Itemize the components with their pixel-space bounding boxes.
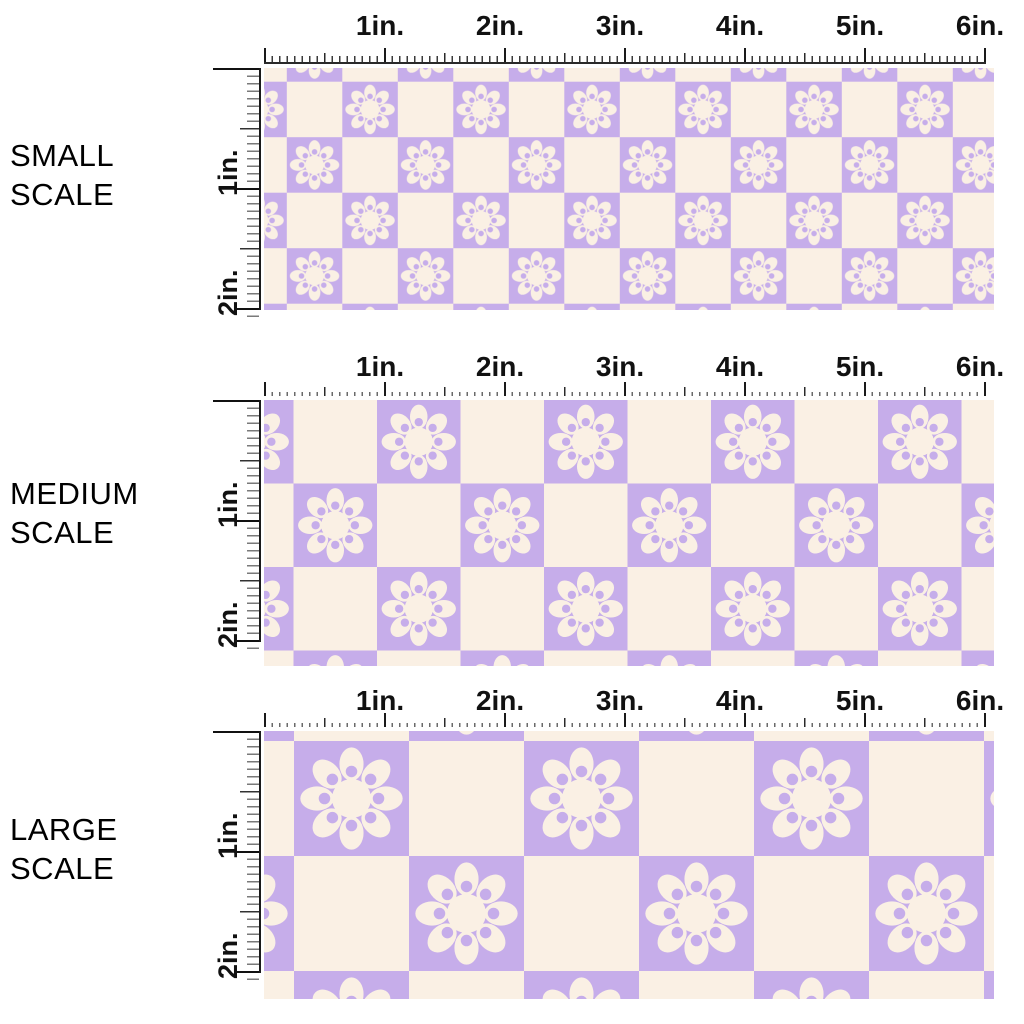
horizontal-ruler xyxy=(264,380,986,396)
ruler-zero-mark xyxy=(213,68,259,70)
horizontal-ruler xyxy=(264,711,986,727)
ruler-inch-label: 2in. xyxy=(475,10,525,41)
ruler-inch-label: 2in. xyxy=(475,685,525,716)
ruler-zero-mark xyxy=(213,400,259,402)
scale-label-line1: SMALL xyxy=(10,138,115,173)
ruler-inch-ticks xyxy=(264,713,986,727)
ruler-side-label: 1in. xyxy=(213,812,243,859)
scale-label: MEDIUM SCALE xyxy=(10,474,139,552)
scale-label: LARGE SCALE xyxy=(10,810,118,888)
ruler-inch-ticks xyxy=(234,400,259,642)
fabric-swatch-medium xyxy=(264,400,994,666)
ruler-inch-label: 4in. xyxy=(715,351,765,382)
ruler-inch-label: 1in. xyxy=(355,685,405,716)
ruler-inch-ticks xyxy=(234,731,259,973)
ruler-side-label: 2in. xyxy=(213,932,243,979)
ruler-inch-ticks xyxy=(264,48,986,62)
horizontal-ruler xyxy=(264,48,986,64)
fabric-swatch-large xyxy=(264,731,994,999)
ruler-inch-ticks xyxy=(264,382,986,396)
scale-label-line2: SCALE xyxy=(10,177,115,212)
ruler-inch-label: 2in. xyxy=(475,351,525,382)
ruler-inch-label: 6in. xyxy=(955,685,1005,716)
ruler-inch-label: 6in. xyxy=(955,351,1005,382)
ruler-baseline xyxy=(259,400,261,642)
scale-label: SMALL SCALE xyxy=(10,136,114,214)
ruler-inch-label: 4in. xyxy=(715,685,765,716)
ruler-inch-label: 5in. xyxy=(835,10,885,41)
ruler-baseline xyxy=(259,68,261,310)
scale-label-line2: SCALE xyxy=(10,851,115,886)
scale-label-line2: SCALE xyxy=(10,515,115,550)
ruler-baseline xyxy=(264,62,986,64)
fabric-swatch-small xyxy=(264,68,994,310)
ruler-baseline xyxy=(259,731,261,973)
vertical-ruler xyxy=(213,68,261,326)
scale-label-line1: MEDIUM xyxy=(10,476,139,511)
vertical-ruler xyxy=(213,731,261,989)
ruler-inch-label: 5in. xyxy=(835,685,885,716)
scale-label-line1: LARGE xyxy=(10,812,118,847)
ruler-inch-label: 1in. xyxy=(355,10,405,41)
ruler-inch-label: 1in. xyxy=(355,351,405,382)
ruler-inch-label: 3in. xyxy=(595,685,645,716)
ruler-inch-label: 3in. xyxy=(595,351,645,382)
ruler-inch-label: 6in. xyxy=(955,10,1005,41)
ruler-inch-label: 4in. xyxy=(715,10,765,41)
ruler-inch-label: 5in. xyxy=(835,351,885,382)
ruler-zero-mark xyxy=(213,731,259,733)
ruler-inch-label: 3in. xyxy=(595,10,645,41)
ruler-inch-ticks xyxy=(234,68,259,310)
vertical-ruler xyxy=(213,400,261,658)
